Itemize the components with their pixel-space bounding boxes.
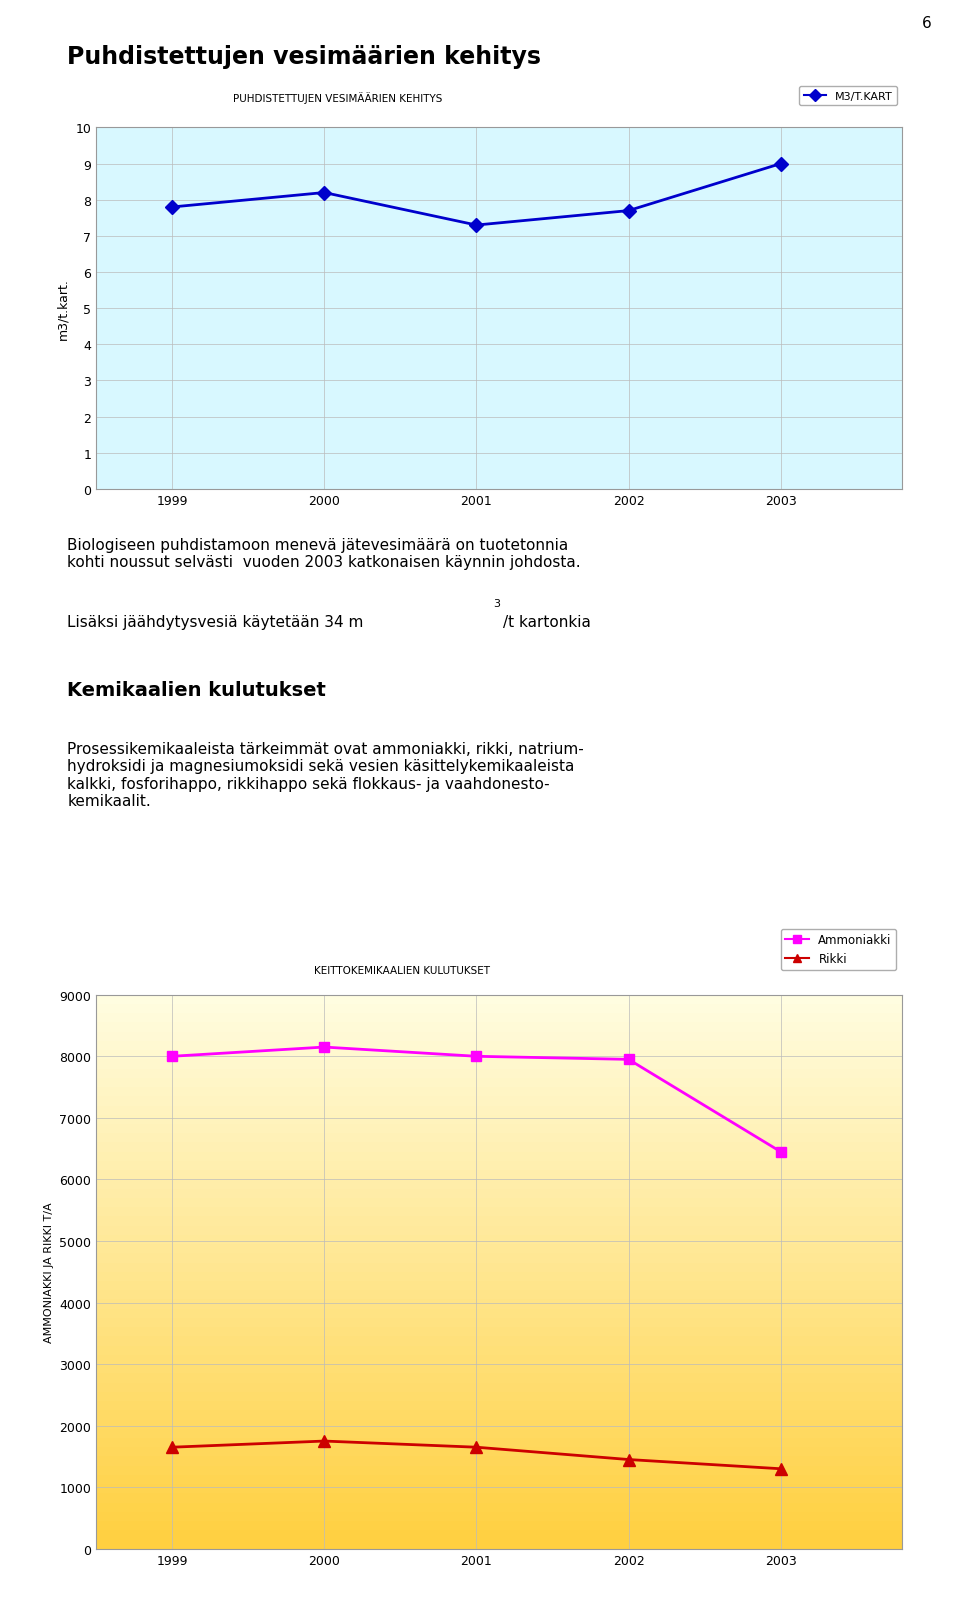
Text: Kemikaalien kulutukset: Kemikaalien kulutukset	[67, 681, 326, 700]
Bar	[96, 1254, 902, 1263]
Y-axis label: m3/t.kart.: m3/t.kart.	[57, 278, 70, 340]
Bar	[96, 1042, 902, 1050]
Bar	[96, 1355, 902, 1364]
Bar	[96, 1539, 902, 1549]
Bar	[96, 1382, 902, 1392]
Bar	[96, 1457, 902, 1465]
Bar	[96, 1428, 902, 1438]
Bar	[96, 1180, 902, 1189]
Text: 3: 3	[493, 599, 500, 608]
Bar	[96, 1502, 902, 1512]
Bar	[96, 1300, 902, 1310]
Bar	[96, 1032, 902, 1042]
Text: Biologiseen puhdistamoon menevä jätevesimäärä on tuotetonnia
kohti noussut selvä: Biologiseen puhdistamoon menevä jätevesi…	[67, 538, 581, 570]
Bar	[96, 1271, 902, 1281]
Bar	[96, 1189, 902, 1197]
Bar	[96, 1069, 902, 1079]
Bar	[96, 1096, 902, 1106]
Bar	[96, 1152, 902, 1162]
Bar	[96, 1022, 902, 1032]
Bar	[96, 1170, 902, 1180]
Bar	[96, 1374, 902, 1382]
Bar	[96, 1420, 902, 1428]
Text: Prosessikemikaaleista tärkeimmät ovat ammoniakki, rikki, natrium-
hydroksidi ja : Prosessikemikaaleista tärkeimmät ovat am…	[67, 742, 584, 809]
Bar	[96, 1364, 902, 1374]
Bar	[96, 1438, 902, 1448]
Text: Lisäksi jäähdytysvesiä käytetään 34 m: Lisäksi jäähdytysvesiä käytetään 34 m	[67, 615, 364, 629]
Text: 6: 6	[922, 16, 931, 30]
Bar	[96, 1226, 902, 1236]
Bar	[96, 1290, 902, 1300]
Bar	[96, 1207, 902, 1217]
Bar	[96, 1512, 902, 1522]
Bar	[96, 1143, 902, 1152]
Bar	[96, 1475, 902, 1485]
Legend: M3/T.KART: M3/T.KART	[799, 87, 897, 106]
Bar	[96, 1448, 902, 1457]
Bar	[96, 1197, 902, 1207]
Bar	[96, 1310, 902, 1318]
Bar	[96, 1217, 902, 1226]
Bar	[96, 1079, 902, 1088]
Legend: Ammoniakki, Rikki: Ammoniakki, Rikki	[780, 929, 897, 971]
Y-axis label: AMMONIAKKI JA RIKKI T/A: AMMONIAKKI JA RIKKI T/A	[43, 1202, 54, 1342]
Text: KEITTOKEMIKAALIEN KULUTUKSET: KEITTOKEMIKAALIEN KULUTUKSET	[315, 966, 491, 976]
Bar	[96, 1088, 902, 1096]
Bar	[96, 1050, 902, 1059]
Text: PUHDISTETTUJEN VESIMÄÄRIEN KEHITYS: PUHDISTETTUJEN VESIMÄÄRIEN KEHITYS	[233, 93, 443, 104]
Bar	[96, 1005, 902, 1014]
Text: /t kartonkia: /t kartonkia	[503, 615, 591, 629]
Bar	[96, 1531, 902, 1539]
Bar	[96, 1493, 902, 1502]
Bar	[96, 1318, 902, 1327]
Bar	[96, 1465, 902, 1475]
Bar	[96, 1236, 902, 1244]
Bar	[96, 1263, 902, 1271]
Bar	[96, 1244, 902, 1254]
Bar	[96, 1059, 902, 1069]
Bar	[96, 995, 902, 1005]
Bar	[96, 1106, 902, 1115]
Text: Puhdistettujen vesimäärien kehitys: Puhdistettujen vesimäärien kehitys	[67, 45, 541, 69]
Bar	[96, 1162, 902, 1170]
Bar	[96, 1115, 902, 1124]
Bar	[96, 1327, 902, 1337]
Bar	[96, 1401, 902, 1411]
Bar	[96, 1345, 902, 1355]
Bar	[96, 1133, 902, 1143]
Bar	[96, 1281, 902, 1290]
Bar	[96, 1014, 902, 1022]
Bar	[96, 1124, 902, 1133]
Bar	[96, 1485, 902, 1493]
Bar	[96, 1411, 902, 1420]
Bar	[96, 1337, 902, 1345]
Bar	[96, 1392, 902, 1401]
Bar	[96, 1522, 902, 1531]
